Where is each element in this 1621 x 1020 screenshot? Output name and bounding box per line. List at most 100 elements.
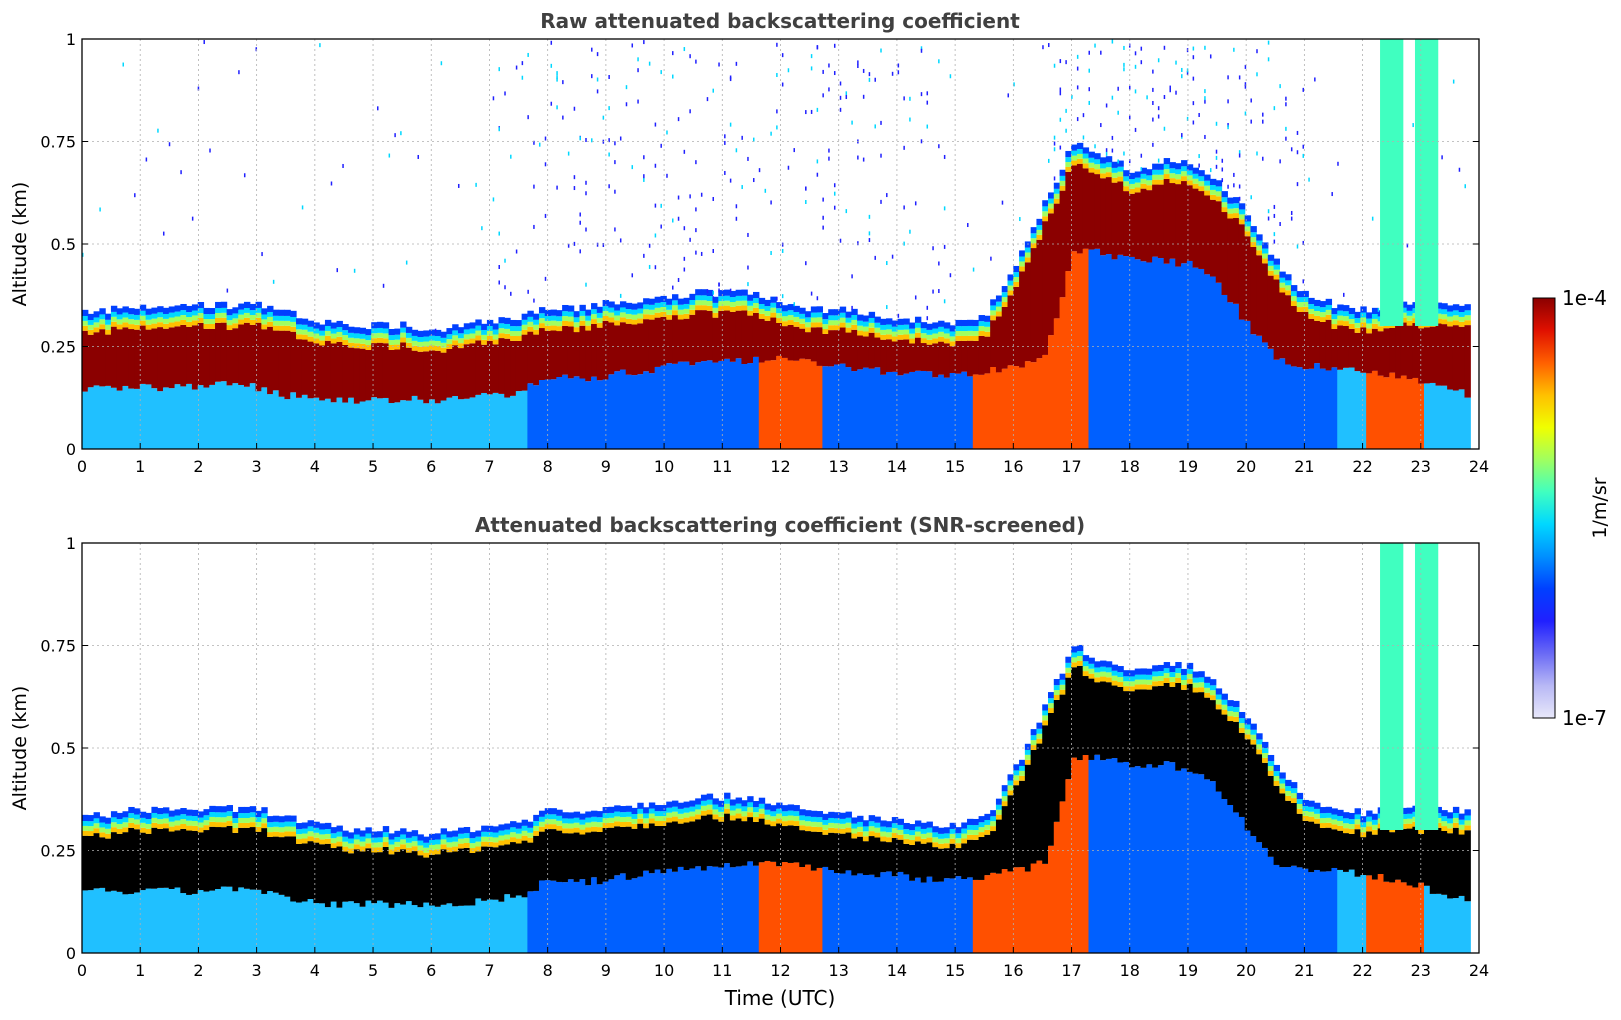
heatmap-cell bbox=[394, 841, 401, 847]
heatmap-cell bbox=[1262, 757, 1269, 763]
heatmap-cell bbox=[805, 332, 812, 360]
heatmap-cell bbox=[1279, 84, 1281, 89]
heatmap-cell bbox=[492, 847, 500, 900]
heatmap-cell bbox=[122, 817, 129, 823]
heatmap-cell bbox=[585, 822, 592, 828]
heatmap-cell bbox=[1331, 308, 1338, 315]
heatmap-cell bbox=[1123, 62, 1125, 67]
heatmap-cell bbox=[446, 348, 453, 398]
heatmap-cell bbox=[1169, 178, 1176, 184]
heatmap-cell bbox=[486, 836, 494, 842]
heatmap-cell bbox=[174, 321, 181, 327]
heatmap-cell bbox=[1314, 306, 1321, 312]
heatmap-cell bbox=[787, 360, 795, 449]
heatmap-cell bbox=[943, 206, 946, 211]
heatmap-cell bbox=[463, 905, 471, 953]
heatmap-cell bbox=[174, 305, 181, 312]
heatmap-cell bbox=[938, 848, 945, 882]
heatmap-cell bbox=[787, 862, 795, 953]
heatmap-cell bbox=[631, 314, 638, 320]
heatmap-cell bbox=[533, 821, 540, 826]
heatmap-cell bbox=[232, 318, 239, 324]
heatmap-cell bbox=[238, 303, 245, 310]
heatmap-cell bbox=[220, 307, 228, 313]
heatmap-cell bbox=[596, 306, 604, 313]
heatmap-cell bbox=[619, 136, 622, 141]
heatmap-cell bbox=[203, 314, 210, 320]
heatmap-cell bbox=[1441, 821, 1448, 827]
heatmap-cell bbox=[938, 838, 945, 844]
heatmap-cell bbox=[243, 888, 251, 953]
heatmap-cell bbox=[1290, 147, 1293, 152]
heatmap-cell bbox=[677, 319, 685, 362]
heatmap-cell bbox=[1343, 292, 1345, 297]
heatmap-cell bbox=[1100, 681, 1107, 761]
heatmap-cell bbox=[157, 306, 164, 313]
heatmap-cell bbox=[1452, 806, 1460, 814]
heatmap-cell bbox=[1290, 803, 1298, 866]
heatmap-cell bbox=[226, 385, 233, 449]
heatmap-cell bbox=[382, 333, 390, 339]
heatmap-cell bbox=[1285, 795, 1292, 801]
heatmap-cell bbox=[157, 327, 164, 392]
heatmap-cell bbox=[492, 842, 500, 848]
heatmap-cell bbox=[1238, 184, 1241, 189]
heatmap-cell bbox=[1452, 822, 1460, 828]
heatmap-cell bbox=[914, 370, 922, 449]
heatmap-cell bbox=[1204, 697, 1211, 780]
heatmap-cell bbox=[943, 827, 951, 834]
heatmap-cell bbox=[903, 822, 910, 830]
heatmap-cell bbox=[700, 289, 708, 296]
heatmap-cell bbox=[1215, 201, 1223, 283]
heatmap-cell bbox=[556, 331, 563, 378]
heatmap-cell bbox=[93, 828, 100, 834]
heatmap-cell bbox=[440, 331, 448, 338]
heatmap-cell bbox=[1013, 764, 1020, 771]
heatmap-cell bbox=[828, 309, 835, 316]
heatmap-cell bbox=[920, 322, 928, 329]
heatmap-cell bbox=[695, 160, 697, 165]
heatmap-cell bbox=[307, 320, 314, 327]
heatmap-cell bbox=[440, 904, 448, 953]
heatmap-cell bbox=[591, 314, 598, 320]
heatmap-cell bbox=[1290, 285, 1298, 292]
heatmap-cell bbox=[1082, 163, 1090, 169]
heatmap-cell bbox=[724, 300, 731, 306]
heatmap-cell bbox=[828, 325, 835, 331]
heatmap-cell bbox=[226, 811, 233, 817]
heatmap-cell bbox=[1348, 314, 1356, 320]
heatmap-cell bbox=[978, 837, 985, 880]
heatmap-cell bbox=[330, 833, 338, 839]
heatmap-cell bbox=[411, 329, 419, 336]
heatmap-cell bbox=[891, 254, 894, 259]
heatmap-cell bbox=[492, 96, 495, 101]
heatmap-cell bbox=[724, 170, 726, 175]
heatmap-cell bbox=[1337, 825, 1344, 831]
heatmap-cell bbox=[712, 798, 719, 805]
heatmap-cell bbox=[533, 140, 535, 145]
heatmap-cell bbox=[758, 313, 766, 319]
heatmap-cell bbox=[446, 344, 453, 349]
heatmap-cell bbox=[1296, 367, 1304, 449]
heatmap-cell bbox=[157, 391, 164, 449]
heatmap-cell bbox=[128, 893, 135, 953]
heatmap-cell bbox=[1296, 311, 1304, 368]
heatmap-cell bbox=[157, 887, 164, 953]
heatmap-cell bbox=[1076, 158, 1084, 164]
heatmap-cell bbox=[967, 335, 974, 341]
heatmap-cell bbox=[851, 274, 853, 279]
heatmap-cell bbox=[290, 836, 297, 902]
heatmap-cell bbox=[388, 403, 395, 449]
heatmap-cell bbox=[880, 872, 887, 953]
heatmap-cell bbox=[371, 397, 378, 449]
heatmap-cell bbox=[203, 891, 210, 953]
heatmap-cell bbox=[1082, 248, 1090, 449]
heatmap-cell bbox=[1007, 790, 1014, 796]
heatmap-cell bbox=[776, 823, 783, 867]
heatmap-cell bbox=[1094, 682, 1101, 755]
heatmap-cell bbox=[862, 315, 870, 322]
heatmap-cell bbox=[695, 809, 702, 815]
heatmap-cell bbox=[718, 806, 725, 812]
heatmap-cell bbox=[1140, 167, 1147, 174]
heatmap-cell bbox=[1140, 689, 1147, 768]
